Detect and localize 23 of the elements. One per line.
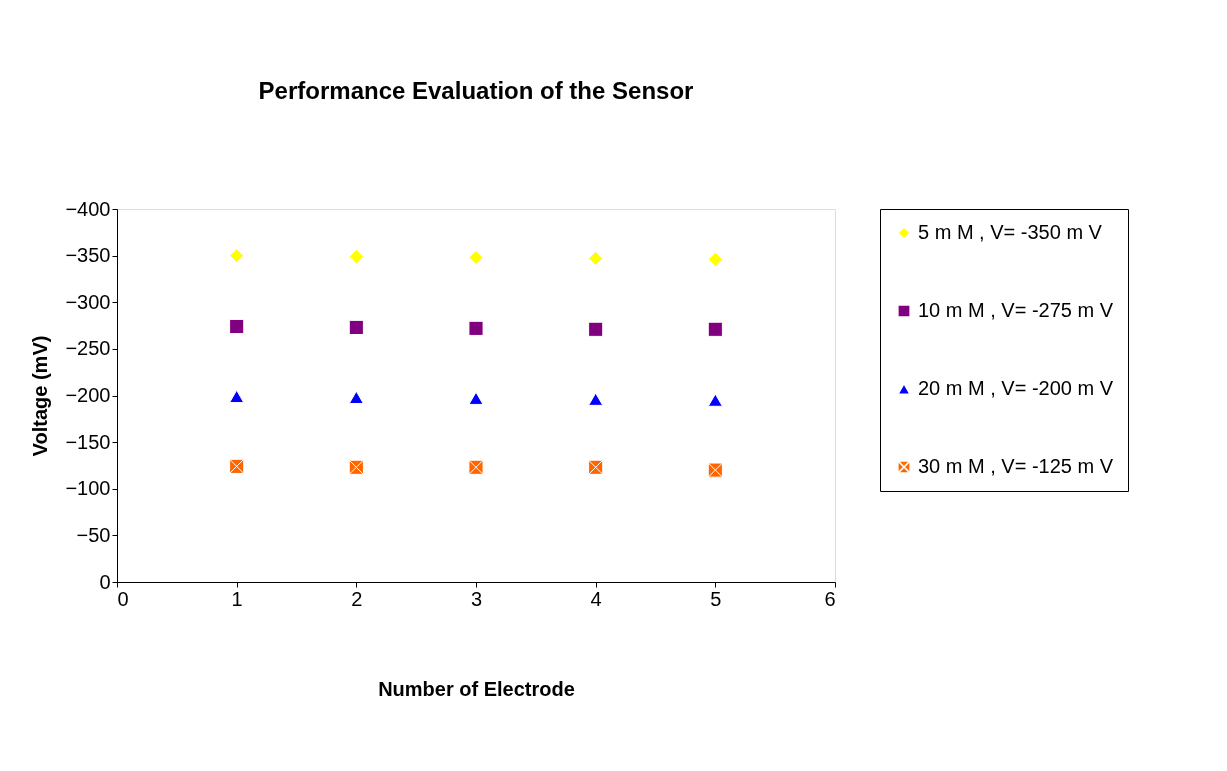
y-tick-label: −350 [65, 244, 111, 267]
legend-label: 10 m M , V= -275 m V [918, 299, 1114, 321]
x-axis-title: Number of Electrode [378, 677, 575, 700]
x-tick-label: 1 [231, 587, 243, 610]
y-tick-label: −50 [76, 523, 111, 546]
x-tick-label: 6 [824, 587, 836, 610]
y-tick-label: −200 [65, 384, 111, 406]
x-tick-label: 0 [117, 587, 129, 610]
y-tick-label: 0 [99, 570, 111, 593]
y-tick-label: −400 [65, 197, 111, 220]
x-tick-label: 4 [590, 587, 602, 610]
y-axis-title: Voltage (mV) [29, 335, 52, 457]
legend-label: 5 m M , V= -350 m V [918, 221, 1103, 243]
legend-label: 20 m M , V= -200 m V [918, 377, 1114, 399]
x-tick-label: 5 [710, 587, 722, 610]
y-tick-label: −300 [65, 290, 111, 313]
chart-title: Performance Evaluation of the Sensor [258, 77, 694, 104]
y-tick-label: −100 [65, 477, 111, 500]
legend-label: 30 m M , V= -125 m V [918, 455, 1114, 477]
x-tick-label: 2 [351, 587, 363, 610]
y-tick-label: −150 [65, 430, 111, 453]
x-tick-label: 3 [470, 587, 483, 610]
y-tick-label: −250 [65, 337, 111, 360]
